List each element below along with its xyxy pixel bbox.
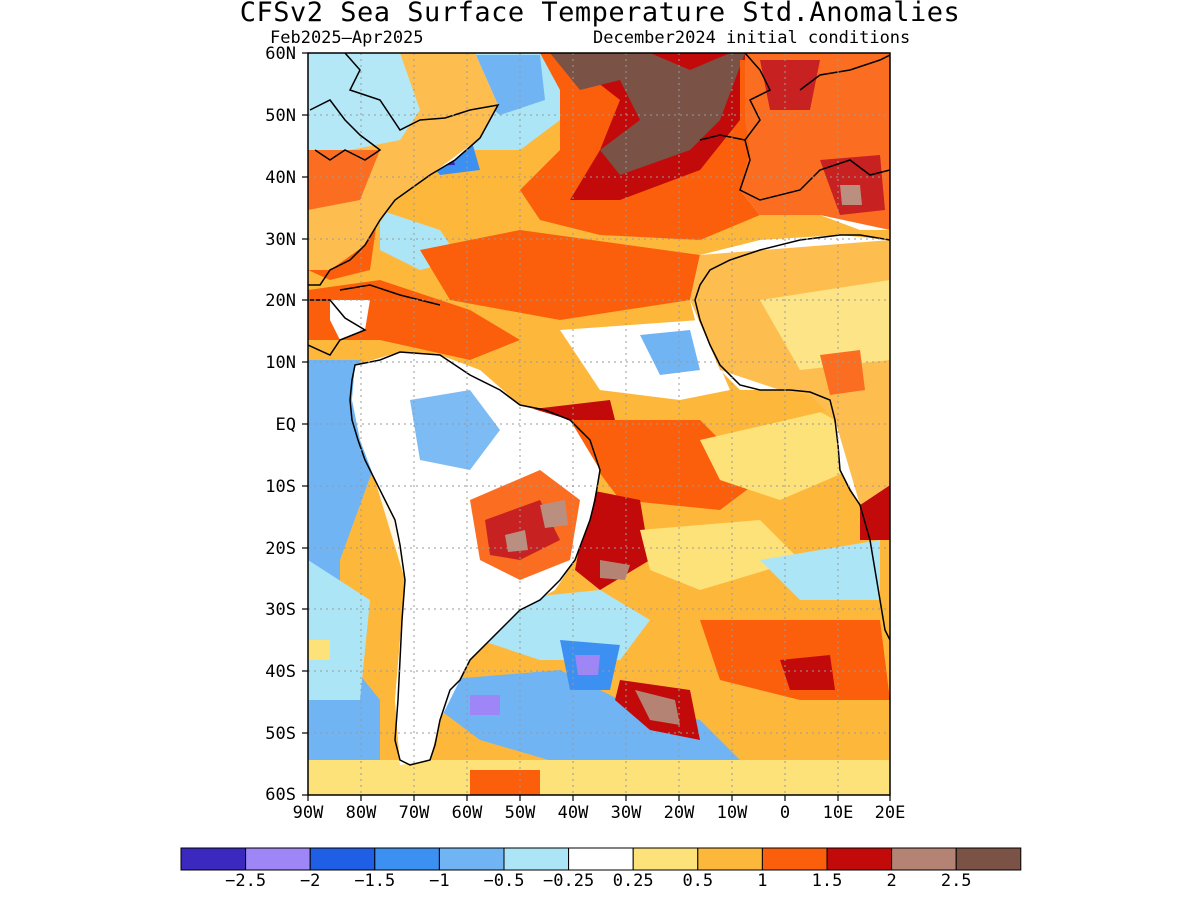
land-field-overlay xyxy=(308,53,890,765)
lat-label: 10N xyxy=(265,353,296,373)
colorbar-label: 0.5 xyxy=(682,871,714,891)
colorbar-label: −2.5 xyxy=(225,871,267,891)
colorbar-label: −0.25 xyxy=(543,871,595,891)
lat-label: 20N xyxy=(265,291,296,311)
gulf-of-guinea-mild xyxy=(700,410,850,500)
colorbar-swatch xyxy=(245,847,311,871)
colorbar-label: 1 xyxy=(757,871,768,891)
lat-label: 40N xyxy=(265,168,296,188)
colorbar-swatch xyxy=(374,847,440,871)
colorbar-label: 2.5 xyxy=(940,871,972,891)
benguela-cool xyxy=(760,540,880,600)
colorbar-label: 2 xyxy=(886,871,897,891)
colorbar-swatch xyxy=(891,847,957,871)
south-atlantic-extreme-eddy xyxy=(635,690,680,725)
north-atlantic-extreme-warm xyxy=(550,53,745,175)
initial-conditions: December2024 initial conditions xyxy=(593,28,911,48)
coastlines xyxy=(308,53,890,766)
southeast-pacific-mild xyxy=(308,640,330,660)
colorbar-swatch xyxy=(697,847,763,871)
colorbar-label: −2 xyxy=(299,871,321,891)
colorbar-label: −1.5 xyxy=(354,871,396,891)
lon-label: 70W xyxy=(398,803,430,823)
lon-label: 40W xyxy=(557,803,589,823)
colorbar-label: −1 xyxy=(429,871,450,891)
lat-label: 40S xyxy=(265,662,296,682)
colorbar-label: 1.5 xyxy=(811,871,843,891)
lon-label: 60W xyxy=(451,803,483,823)
colorbar-swatch xyxy=(568,847,634,871)
lat-label: EQ xyxy=(275,415,296,435)
lat-label: 50S xyxy=(265,724,296,744)
lat-label: 60N xyxy=(265,44,296,64)
tropical-cool-patch xyxy=(640,330,700,375)
colorbar-label: 0.25 xyxy=(612,871,654,891)
lat-label: 50N xyxy=(265,106,296,126)
colorbar-swatch xyxy=(955,847,1022,871)
colorbar-swatch xyxy=(632,847,699,871)
drake-passage-warm xyxy=(470,770,540,795)
south-atlantic-mild xyxy=(640,520,800,590)
southeast-pacific-cool xyxy=(308,560,370,700)
colorbar-swatch xyxy=(309,847,376,871)
lat-label: 20S xyxy=(265,539,296,559)
subtropical-warm-band xyxy=(420,230,700,320)
colorbar-swatch xyxy=(826,847,893,871)
colorbar xyxy=(180,847,1022,871)
brazil-current-extreme xyxy=(600,560,630,580)
forecast-period: Feb2025–Apr2025 xyxy=(270,28,424,48)
lon-label: 30W xyxy=(610,803,642,823)
patagonia-strong-cool xyxy=(470,695,500,715)
colorbar-swatch xyxy=(761,847,828,871)
lon-label: 90W xyxy=(292,803,324,823)
colorbar-swatch xyxy=(503,847,570,871)
southern-ocean-mild xyxy=(308,760,890,795)
lon-label: 10W xyxy=(716,803,748,823)
lat-label: 30S xyxy=(265,600,296,620)
lat-label: 30N xyxy=(265,230,296,250)
chart-title: CFSv2 Sea Surface Temperature Std.Anomal… xyxy=(239,0,961,28)
axis-ticks xyxy=(302,52,891,801)
lon-label: 50W xyxy=(504,803,536,823)
argentine-basin-strong-cool xyxy=(575,655,600,675)
southern-ocean-cool xyxy=(440,670,740,775)
lat-label: 10S xyxy=(265,477,296,497)
central-america-land xyxy=(330,300,370,340)
lat-label: 60S xyxy=(265,785,296,805)
agulhas-retroflection-warm xyxy=(780,655,835,690)
lon-label: 80W xyxy=(345,803,377,823)
colorbar-label: −0.5 xyxy=(483,871,525,891)
lon-label: 0 xyxy=(779,803,791,823)
lon-label: 20W xyxy=(663,803,695,823)
colorbar-swatch xyxy=(438,847,505,871)
lon-label: 10E xyxy=(822,803,854,823)
lon-label: 20E xyxy=(874,803,906,823)
graticule xyxy=(308,53,890,795)
colorbar-swatch xyxy=(180,847,247,871)
brazil-current-warm xyxy=(575,490,650,590)
